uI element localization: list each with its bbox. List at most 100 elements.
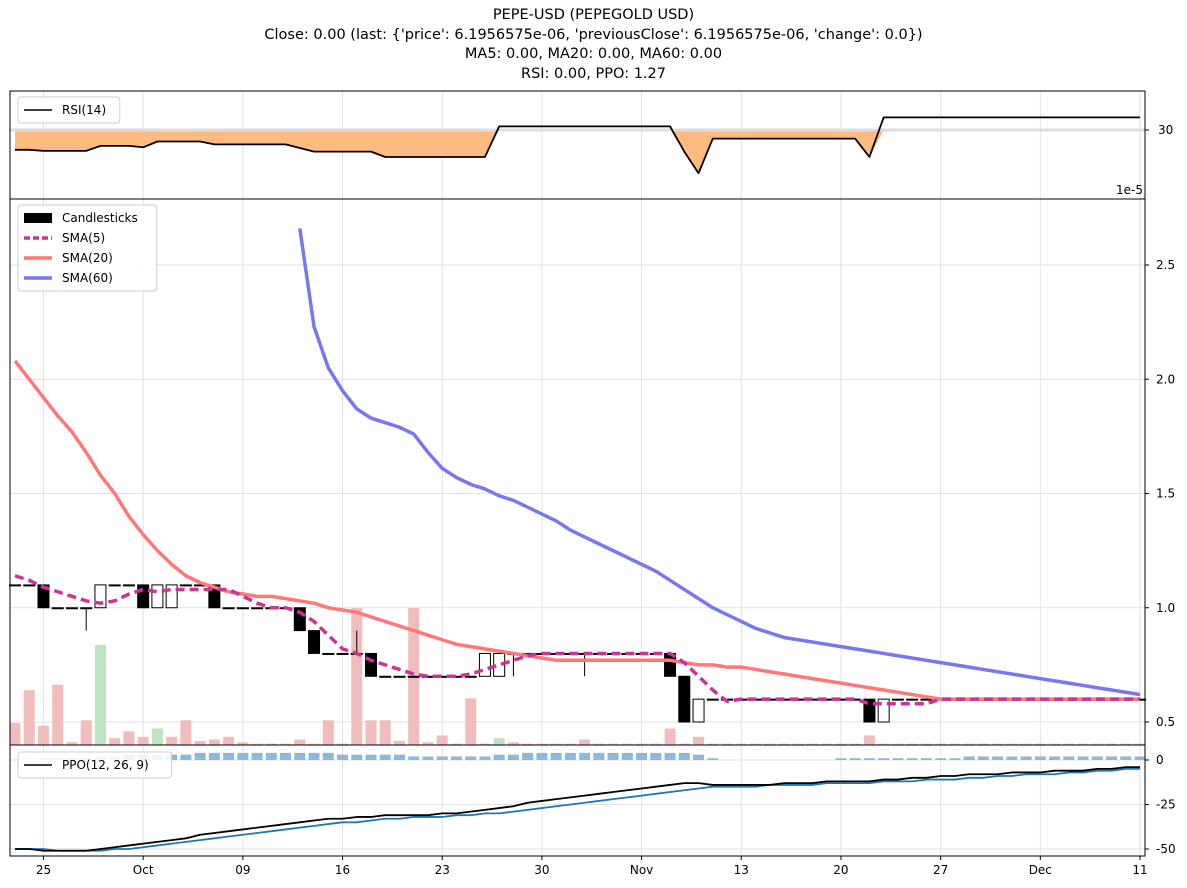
ppo-histogram-bar — [664, 752, 676, 760]
volume-bar — [422, 742, 434, 745]
volume-bar — [750, 743, 762, 745]
volume-bar — [1120, 743, 1132, 745]
volume-bar — [892, 743, 904, 745]
volume-bar — [337, 743, 349, 745]
ppo-histogram-bar — [507, 754, 519, 760]
candle-body — [379, 675, 392, 678]
volume-bar — [1077, 743, 1089, 745]
volume-bar — [664, 728, 676, 745]
volume-bar — [166, 736, 178, 745]
candle-body — [706, 698, 719, 701]
x-axis-tick-label: 13 — [734, 863, 749, 877]
volume-bar — [778, 743, 790, 745]
ppo-histogram-bar — [337, 754, 349, 760]
volume-bar — [365, 720, 377, 745]
candle-body — [9, 584, 21, 587]
candle-body — [393, 675, 406, 678]
ppo-legend — [17, 751, 173, 779]
volume-bar — [1034, 743, 1046, 745]
ppo-histogram-bar — [1063, 756, 1075, 760]
candle-body — [94, 584, 107, 609]
chart-title: PEPE-USD (PEPEGOLD USD) Close: 0.00 (las… — [0, 6, 1187, 84]
volume-bar — [1020, 743, 1032, 745]
ppo-histogram-bar — [835, 758, 847, 760]
rsi-y-tick-label: 30 — [1158, 123, 1173, 137]
ppo-histogram-bar — [393, 754, 405, 760]
x-axis-tick-label: Nov — [630, 863, 653, 877]
volume-bar — [137, 736, 149, 745]
ppo-histogram-bar — [1020, 756, 1032, 760]
candle-body — [906, 698, 919, 701]
volume-bar — [308, 743, 320, 745]
ppo-histogram-bar — [180, 754, 192, 760]
candle-body — [165, 584, 178, 609]
rsi-line — [15, 116, 1140, 175]
volume-bar — [735, 743, 747, 745]
volume-bar — [1134, 743, 1146, 745]
volume-bar — [507, 742, 519, 745]
candle-body — [293, 607, 306, 632]
price-panel-background — [10, 199, 1145, 745]
volume-bar — [863, 735, 875, 745]
ppo-histogram-bar — [949, 758, 961, 760]
price-legend-label: Candlesticks — [62, 211, 138, 225]
volume-bar — [37, 725, 49, 745]
volume-bar — [906, 743, 918, 745]
volume-bar — [835, 743, 847, 745]
volume-bar — [80, 720, 92, 745]
candle-body — [863, 698, 876, 723]
ppo-histogram-bar — [479, 756, 491, 760]
ppo-y-tick-label: -25 — [1156, 798, 1176, 812]
candle-body — [108, 584, 121, 587]
price-y-tick-label: 2.5 — [1156, 258, 1175, 272]
ppo-histogram-bar — [707, 758, 719, 760]
candle-body — [877, 698, 890, 723]
x-axis-tick-label: Oct — [133, 863, 154, 877]
x-axis-tick-label: 09 — [235, 863, 250, 877]
candle-body — [23, 584, 36, 587]
volume-bar — [1106, 743, 1118, 745]
ppo-histogram-bar — [1077, 756, 1089, 760]
volume-bar — [109, 738, 121, 745]
volume-bar — [9, 723, 21, 745]
ppo-histogram-bar — [536, 752, 548, 760]
volume-bar — [878, 743, 890, 745]
ppo-histogram-bar — [579, 752, 591, 760]
rsi-panel-background — [10, 91, 1145, 199]
ppo-signal-line — [15, 768, 1140, 852]
ppo-panel-background — [10, 745, 1145, 856]
ppo-histogram-bar — [294, 752, 306, 760]
ppo-histogram-bar — [693, 754, 705, 760]
ppo-histogram-bar — [564, 752, 576, 760]
candle-body — [137, 584, 150, 609]
ppo-histogram-bar — [379, 754, 391, 760]
ppo-histogram-bar — [920, 758, 932, 760]
ppo-histogram-bar — [308, 752, 320, 760]
title-line-2: Close: 0.00 (last: {'price': 6.1956575e-… — [264, 26, 923, 43]
volume-bar — [992, 743, 1004, 745]
candle-body — [251, 607, 264, 610]
x-axis-tick-label: 20 — [833, 863, 848, 877]
candle-body — [407, 675, 420, 678]
ppo-histogram-bar — [365, 754, 377, 760]
price-legend-swatch — [24, 213, 52, 223]
ppo-histogram-bar — [992, 756, 1004, 760]
volume-bar — [436, 735, 448, 745]
volume-bar — [522, 743, 534, 745]
ppo-histogram-bar — [436, 756, 448, 760]
ppo-histogram-bar — [1006, 756, 1018, 760]
x-axis-tick-label: 23 — [435, 863, 450, 877]
price-legend — [17, 204, 158, 292]
x-axis-tick-label: 27 — [933, 863, 948, 877]
candle-body — [179, 584, 192, 587]
volume-bar — [1091, 743, 1103, 745]
ppo-histogram-bar — [422, 756, 434, 760]
price-legend-label: SMA(20) — [62, 251, 113, 265]
ppo-histogram-bar — [280, 752, 292, 760]
ppo-histogram-bar — [863, 758, 875, 760]
candle-body — [80, 607, 93, 610]
ppo-histogram-bar — [1049, 756, 1061, 760]
price-scale-note: 1e-5 — [1116, 183, 1143, 197]
volume-bar — [636, 743, 648, 745]
volume-bar — [52, 684, 64, 745]
